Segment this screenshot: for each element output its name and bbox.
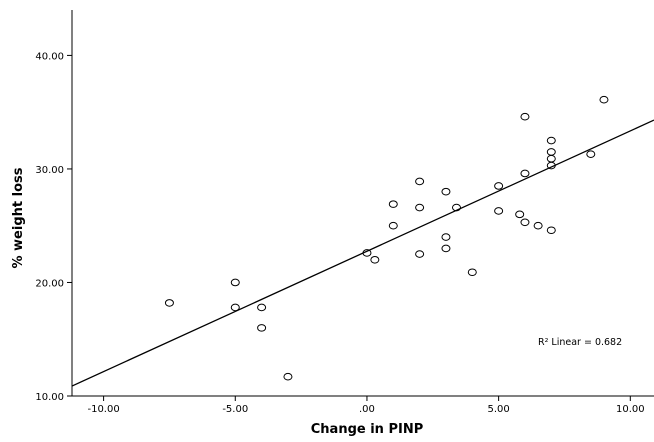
data-point xyxy=(467,268,477,277)
x-tick-label: 10.00 xyxy=(616,404,645,415)
data-point xyxy=(370,255,380,264)
data-point xyxy=(415,203,425,212)
data-point xyxy=(283,372,293,381)
y-tick-label: 40.00 xyxy=(35,51,64,62)
x-axis-title: Change in PINP xyxy=(311,422,423,437)
data-point xyxy=(494,182,504,190)
data-point xyxy=(520,112,530,121)
y-tick-label: 30.00 xyxy=(35,165,64,176)
x-tick-label: .00 xyxy=(359,404,375,415)
data-point xyxy=(257,324,267,332)
data-point xyxy=(494,207,504,215)
data-point xyxy=(441,187,451,196)
data-point xyxy=(230,278,240,287)
data-point xyxy=(257,303,267,312)
data-point xyxy=(546,148,556,156)
data-point xyxy=(599,95,609,104)
data-point xyxy=(388,200,398,208)
data-point xyxy=(546,136,556,145)
x-tick-label: 5.00 xyxy=(487,404,509,415)
y-tick-label: 20.00 xyxy=(35,278,64,289)
data-point xyxy=(520,169,530,178)
data-point xyxy=(533,221,543,230)
data-point xyxy=(546,154,556,163)
x-tick-label: -10.00 xyxy=(87,404,119,415)
fit-line-layer xyxy=(71,119,654,387)
r-squared-annotation: R² Linear = 0.682 xyxy=(538,337,622,348)
data-point xyxy=(586,150,596,158)
x-tick-label: -5.00 xyxy=(222,404,248,415)
data-point xyxy=(388,221,398,230)
data-points xyxy=(164,95,609,381)
y-axis: 10.00 20.00 30.00 40.00 xyxy=(35,10,73,403)
data-point xyxy=(441,233,451,241)
data-point xyxy=(415,177,425,186)
y-axis-title: % weight loss xyxy=(11,167,26,268)
x-axis: -10.00 -5.00 .00 5.00 10.00 xyxy=(72,395,654,415)
data-point xyxy=(164,299,174,307)
data-point xyxy=(441,244,451,253)
data-point xyxy=(520,218,530,227)
data-point xyxy=(515,210,525,219)
data-point xyxy=(546,226,556,235)
fit-line xyxy=(71,119,654,387)
y-tick-label: 10.00 xyxy=(35,392,64,403)
data-point xyxy=(415,250,425,258)
